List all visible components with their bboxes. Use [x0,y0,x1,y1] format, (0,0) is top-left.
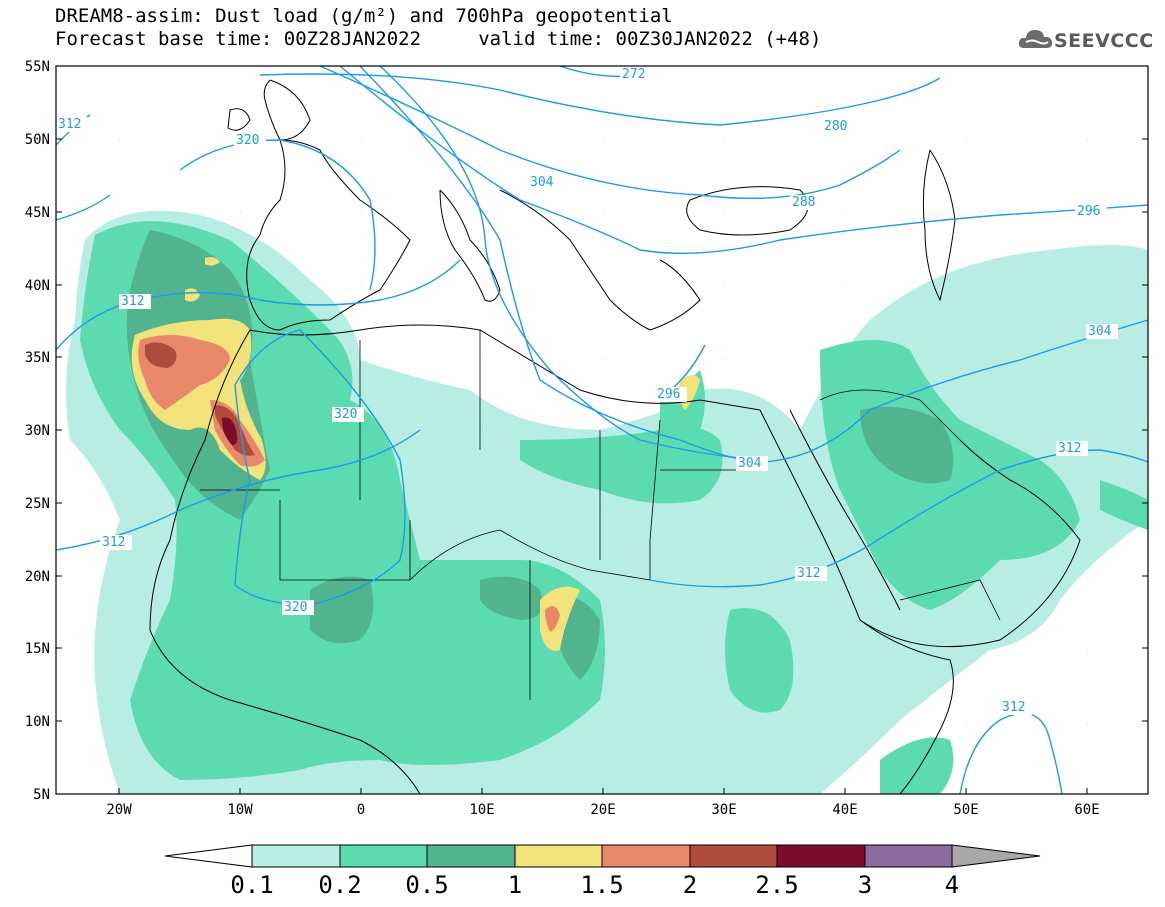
contour-label: 312 [119,294,151,309]
colorbar-bin [864,844,953,868]
colorbar-bin [339,844,428,868]
svg-text:320: 320 [334,407,357,422]
contour-label: 280 [822,119,854,134]
lon-label: 10E [469,802,494,818]
colorbar-label: 1 [508,871,522,899]
colorbar-bin [514,844,603,868]
lat-label: 45N [25,205,50,221]
colorbar-over-arrow [951,844,1041,868]
forecast-time-subtitle: Forecast base time: 00Z28JAN2022 valid t… [55,28,822,50]
cloud-icon [1018,30,1053,48]
contour-label: 320 [282,600,314,615]
colorbar-label: 2 [683,871,697,899]
lon-label: 0 [357,802,365,818]
colorbar-bin [689,844,778,868]
svg-text:272: 272 [622,67,645,82]
colorbar-label: 0.2 [318,871,361,899]
logo-text: SEEVCCC [1054,30,1154,52]
contour-label: 312 [56,117,88,132]
colorbar-label: 3 [858,871,872,899]
colorbar-bin [776,844,866,868]
contour-labels: 272 280 288 296 304 304 312 312 312 312 … [56,67,1118,715]
lon-label: 60E [1074,802,1099,818]
svg-text:280: 280 [824,119,847,134]
contour-label: 312 [795,566,827,581]
lat-label: 30N [25,423,50,439]
lat-label: 40N [25,278,50,294]
lat-label: 55N [25,59,50,75]
lat-label: 50N [25,132,50,148]
lon-label: 20W [106,802,132,818]
colorbar [164,844,1041,868]
svg-text:320: 320 [236,133,259,148]
contour-label: 296 [1075,204,1107,219]
contour-label: 304 [736,456,768,471]
lat-label: 35N [25,350,50,366]
colorbar-label: 0.1 [230,871,273,899]
longitude-axis [118,788,1088,794]
contour-label: 296 [655,387,687,402]
lon-label: 50E [953,802,978,818]
contour-label: 312 [1056,441,1088,456]
lon-label: 30E [711,802,736,818]
svg-text:312: 312 [58,117,81,132]
svg-text:296: 296 [1077,204,1100,219]
geopotential-contours [56,66,1148,794]
contour-label: 304 [1086,324,1118,339]
lon-label: 10W [227,802,253,818]
svg-text:304: 304 [1088,324,1112,339]
contour-label: 272 [620,67,652,82]
svg-text:312: 312 [1002,700,1025,715]
contour-label: 320 [234,133,266,148]
svg-text:312: 312 [102,535,125,550]
grid-dots [56,66,1148,794]
svg-text:312: 312 [797,566,820,581]
colorbar-bin [251,844,341,868]
svg-text:312: 312 [1058,441,1081,456]
svg-text:296: 296 [657,387,680,402]
colorbar-bin [601,844,691,868]
lat-label: 25N [25,496,50,512]
svg-text:288: 288 [792,195,815,210]
contour-label: 304 [528,175,560,190]
lat-label: 5N [33,787,50,803]
lat-label: 10N [25,714,50,730]
lon-label: 40E [832,802,857,818]
lat-label: 15N [25,641,50,657]
colorbar-label: 1.5 [580,871,623,899]
seevccc-logo: SEEVCCC [1018,26,1158,56]
lon-label: 20E [590,802,615,818]
coastlines [149,79,1081,794]
svg-text:312: 312 [121,294,144,309]
colorbar-bin [426,844,516,868]
country-borders [200,330,1001,700]
colorbar-under-arrow [164,844,253,868]
lat-label: 20N [25,569,50,585]
latitude-labels: 55N 50N 45N 40N 35N 30N 25N 20N 15N 10N … [25,59,50,803]
map-title: DREAM8-assim: Dust load (g/m²) and 700hP… [55,5,673,27]
colorbar-labels: 0.1 0.2 0.5 1 1.5 2 2.5 3 4 [230,871,959,899]
colorbar-label: 4 [945,871,959,899]
colorbar-label: 2.5 [755,871,798,899]
contour-label: 320 [332,407,364,422]
latitude-axis [56,65,1148,722]
svg-text:304: 304 [738,456,762,471]
colorbar-label: 0.5 [405,871,448,899]
contour-label: 312 [100,535,132,550]
svg-text:304: 304 [530,175,554,190]
longitude-labels: 20W 10W 0 10E 20E 30E 40E 50E 60E [106,802,1099,818]
contour-label: 288 [790,195,822,210]
svg-text:320: 320 [284,600,307,615]
contour-label: 312 [1000,700,1032,715]
